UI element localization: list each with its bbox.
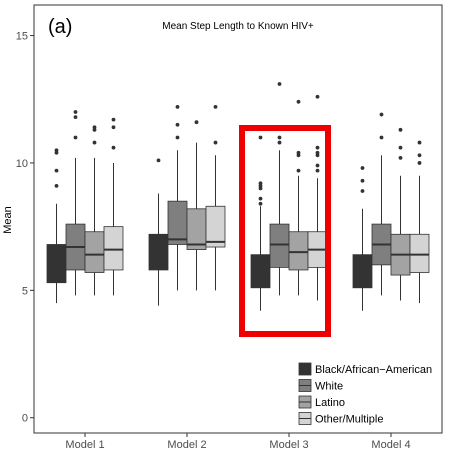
box-4-3 xyxy=(390,127,411,301)
outlier-point xyxy=(54,148,59,153)
outlier-point xyxy=(213,140,218,145)
legend: Black/African−American White Latino Other/M… xyxy=(298,362,432,426)
y-axis-label: Mean xyxy=(2,206,14,234)
outlier-point xyxy=(417,161,422,165)
chart-title: Mean Step Length to Known HIV+ xyxy=(162,21,314,32)
outlier-point xyxy=(92,140,97,145)
box-body xyxy=(148,233,169,271)
x-tick-label: Model 1 xyxy=(65,439,104,450)
box-body xyxy=(46,244,67,284)
outlier-point xyxy=(277,135,282,140)
legend-label: Black/African−American xyxy=(315,364,432,376)
outlier-point xyxy=(73,110,78,114)
box-body xyxy=(352,254,373,289)
box-body xyxy=(167,200,188,245)
outlier-point xyxy=(111,117,116,122)
box-3-1 xyxy=(250,135,271,311)
outlier-point xyxy=(175,135,180,140)
outlier-point xyxy=(398,145,403,150)
outlier-point xyxy=(277,140,282,145)
outlier-point xyxy=(315,168,320,173)
outlier-point xyxy=(92,125,97,130)
legend-item: Black/African−American xyxy=(298,362,432,376)
outlier-point xyxy=(73,135,78,140)
x-tick-label: Model 4 xyxy=(371,439,410,450)
outlier-point xyxy=(398,155,403,160)
box-3-2 xyxy=(269,82,290,296)
legend-item: Other/Multiple xyxy=(298,412,383,426)
outlier-point xyxy=(315,163,320,168)
box-body xyxy=(103,226,124,271)
box-body xyxy=(288,231,309,271)
outlier-point xyxy=(258,135,263,140)
outlier-point xyxy=(379,112,384,117)
box-body xyxy=(205,205,226,248)
box-1-2 xyxy=(65,110,86,296)
box-1-1 xyxy=(46,148,67,304)
box-2-4 xyxy=(205,105,226,291)
x-tick-label: Model 3 xyxy=(269,439,308,450)
box-2-3 xyxy=(186,120,207,291)
y-tick-label: 15 xyxy=(16,31,28,43)
outlier-point xyxy=(360,189,365,193)
outlier-point xyxy=(315,150,320,155)
box-2-2 xyxy=(167,105,188,291)
legend-label: Latino xyxy=(315,397,345,409)
box-4-4 xyxy=(409,140,430,304)
box-3-3 xyxy=(288,99,309,296)
outlier-point xyxy=(277,82,282,86)
outlier-point xyxy=(73,115,78,119)
outlier-point xyxy=(296,150,301,155)
x-axis: Model 1 Model 2 Model 3 Model 4 xyxy=(65,433,411,450)
outlier-point xyxy=(296,99,301,104)
legend-label: Other/Multiple xyxy=(315,414,383,426)
legend-item: White xyxy=(298,379,343,393)
outlier-point xyxy=(258,196,263,201)
outlier-point xyxy=(296,168,301,173)
outlier-point xyxy=(175,122,180,127)
outlier-point xyxy=(417,153,422,158)
box-body xyxy=(250,254,271,289)
box-1-4 xyxy=(103,117,124,296)
outlier-point xyxy=(360,166,365,170)
model-3-highlight-box xyxy=(239,125,331,337)
outlier-point xyxy=(258,201,263,206)
y-axis: 0 5 10 15 xyxy=(16,31,34,425)
outlier-point xyxy=(194,120,199,125)
box-2-1 xyxy=(148,158,169,306)
outlier-point xyxy=(315,145,320,150)
box-body xyxy=(409,233,430,273)
y-tick-label: 5 xyxy=(22,285,28,297)
outlier-point xyxy=(213,105,218,109)
outlier-point xyxy=(379,135,384,140)
outlier-point xyxy=(417,140,422,145)
box-body xyxy=(269,223,290,268)
outlier-point xyxy=(360,178,365,183)
outlier-point xyxy=(54,168,59,173)
outlier-point xyxy=(315,94,320,99)
legend-item: Latino xyxy=(298,395,345,409)
y-tick-label: 0 xyxy=(22,413,28,425)
box-body xyxy=(84,231,105,273)
legend-label: White xyxy=(315,381,343,393)
outlier-point xyxy=(398,127,403,132)
y-tick-label: 10 xyxy=(16,158,28,170)
box-marks xyxy=(46,82,430,311)
box-4-1 xyxy=(352,166,373,311)
box-body xyxy=(186,208,207,250)
outlier-point xyxy=(156,158,161,163)
outlier-point xyxy=(111,125,116,130)
outlier-point xyxy=(175,105,180,109)
outlier-point xyxy=(258,181,263,186)
panel-tag: (a) xyxy=(48,16,72,38)
outlier-point xyxy=(111,145,116,150)
plot-panel xyxy=(33,4,443,434)
outlier-point xyxy=(54,183,59,188)
x-tick-label: Model 2 xyxy=(167,439,206,450)
